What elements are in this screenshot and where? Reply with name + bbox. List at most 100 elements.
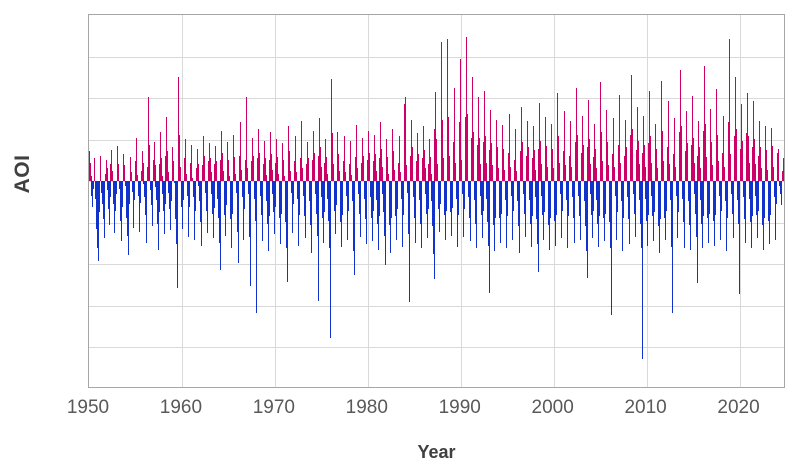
bar <box>630 75 632 182</box>
bar <box>701 181 703 249</box>
bar <box>372 181 374 212</box>
bar <box>665 181 667 241</box>
bar <box>140 181 142 203</box>
bar <box>426 181 428 239</box>
bar <box>705 157 707 182</box>
bar <box>692 96 693 182</box>
bar <box>349 140 351 182</box>
bar <box>172 147 174 182</box>
bar <box>486 181 488 199</box>
bar <box>96 181 98 217</box>
bar <box>624 119 626 182</box>
bar <box>642 153 644 182</box>
bar <box>733 181 735 213</box>
bar <box>536 181 538 220</box>
bar <box>704 65 706 182</box>
bar <box>134 161 136 182</box>
bar <box>119 181 121 202</box>
bar <box>614 166 616 182</box>
bar <box>595 167 597 182</box>
bar <box>653 181 655 242</box>
bar <box>253 172 255 182</box>
bar <box>108 181 110 210</box>
bar <box>588 100 590 182</box>
bar <box>566 181 568 224</box>
bar <box>394 181 396 196</box>
bar <box>148 144 150 182</box>
bar <box>481 181 483 239</box>
bar <box>106 167 108 182</box>
bar <box>632 159 634 182</box>
bar <box>400 181 402 199</box>
bar <box>769 181 771 245</box>
bar <box>225 181 227 237</box>
bar <box>517 181 519 227</box>
bar <box>628 181 630 245</box>
bar <box>373 161 375 182</box>
bar <box>783 165 784 182</box>
bar <box>193 181 195 217</box>
bar <box>154 165 156 182</box>
bar <box>286 181 288 282</box>
bar <box>199 181 201 222</box>
bar <box>269 159 271 182</box>
bar <box>222 170 224 182</box>
bar <box>708 181 710 243</box>
bar <box>399 155 401 182</box>
bar <box>593 157 595 182</box>
bar <box>533 126 535 182</box>
bar <box>606 109 608 182</box>
bar <box>262 181 264 212</box>
bar <box>613 145 615 182</box>
bar <box>445 181 447 212</box>
bar <box>436 163 438 182</box>
bar <box>430 173 432 182</box>
bar <box>196 148 198 182</box>
bar <box>260 181 262 196</box>
bar <box>677 181 679 239</box>
bar <box>675 166 677 182</box>
bar <box>367 130 369 182</box>
bar <box>711 165 713 182</box>
bar <box>680 126 682 182</box>
bar <box>321 181 323 197</box>
bar <box>92 181 94 207</box>
bar <box>304 181 306 239</box>
bar <box>229 181 231 200</box>
bar <box>242 181 244 217</box>
bar <box>170 181 171 231</box>
bar <box>414 181 416 243</box>
bar <box>132 181 134 209</box>
bar <box>555 181 557 216</box>
bar <box>301 148 303 182</box>
bar <box>176 181 178 245</box>
bar <box>211 181 213 195</box>
bar <box>335 181 337 206</box>
bar <box>716 89 718 182</box>
bar <box>252 155 254 182</box>
y-axis-title: AOI <box>11 154 34 194</box>
bar <box>622 181 624 251</box>
bar <box>329 181 331 339</box>
bar <box>734 76 736 182</box>
bar <box>781 181 783 199</box>
bar <box>640 181 642 249</box>
bar <box>581 115 583 182</box>
bar <box>160 132 162 182</box>
bar <box>192 177 194 182</box>
bar <box>336 159 338 182</box>
bar <box>186 173 188 182</box>
bar <box>520 151 522 182</box>
bar <box>432 181 434 227</box>
bar <box>189 162 191 182</box>
bar <box>241 169 243 182</box>
bar <box>615 181 617 217</box>
bar <box>690 181 692 218</box>
bar <box>318 155 320 182</box>
bar <box>378 181 380 217</box>
bar <box>568 181 570 217</box>
bar <box>288 126 290 182</box>
bar <box>127 181 129 256</box>
bar <box>254 181 256 199</box>
